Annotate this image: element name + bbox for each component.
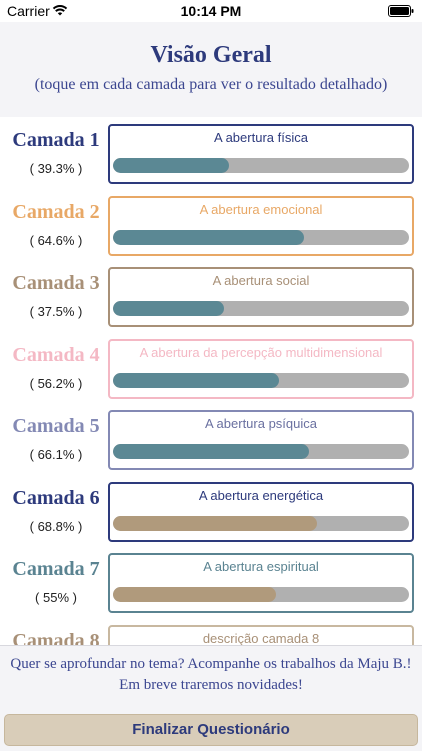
layer-description: A abertura emocional: [199, 201, 323, 217]
battery-icon: [388, 5, 414, 17]
layer-card[interactable]: A abertura social: [108, 267, 414, 327]
layer-description: A abertura da percepção multidimensional: [139, 344, 383, 360]
layer-card[interactable]: A abertura energética: [108, 481, 414, 542]
layer-row[interactable]: Camada 1 ( 39.3% ) A abertura física: [0, 117, 422, 189]
page-subtitle: (toque em cada camada para ver o resulta…: [34, 76, 388, 93]
clock: 10:14 PM: [180, 3, 242, 19]
progress-track: [113, 158, 409, 173]
progress-fill: [113, 229, 305, 245]
overview-header: Visão Geral (toque em cada camada para v…: [0, 22, 422, 117]
layer-name: Camada 1: [12, 129, 100, 151]
carrier-label: Carrier: [7, 3, 50, 19]
wifi-icon: [52, 5, 68, 16]
layer-row[interactable]: Camada 2 ( 64.6% ) A abertura emocional: [0, 189, 422, 261]
progress-fill: [113, 158, 230, 173]
layer-description: A abertura espiritual: [203, 559, 319, 574]
layer-percent: ( 68.8% ): [29, 518, 83, 534]
layer-percent: ( 56.2% ): [29, 375, 83, 391]
layer-description: descrição camada 8: [202, 630, 320, 646]
layer-percent: ( 66.1% ): [29, 447, 83, 462]
footer: Quer se aprofundar no tema? Acompanhe os…: [0, 645, 422, 751]
progress-fill: [113, 444, 309, 459]
footer-message: Quer se aprofundar no tema? Acompanhe os…: [10, 656, 412, 693]
layer-name: Camada 7: [12, 558, 100, 580]
layers-list[interactable]: Camada 1( 39.3% ) A abertura física Camada…: [0, 117, 422, 645]
progress-track: [113, 229, 409, 245]
layer-description: A abertura psíquica: [204, 416, 318, 431]
progress-track: [113, 587, 409, 602]
layer-name: Camada 5: [12, 415, 100, 437]
layer-card[interactable]: A abertura física: [108, 124, 414, 184]
status-bar: Carrier 10:14 PM: [0, 0, 422, 22]
layer-description: A abertura física: [214, 130, 308, 145]
layer-percent: ( 55% ): [35, 590, 77, 605]
layer-row[interactable]: Camada 7 ( 55% ) A abertura espiritual: [0, 546, 422, 618]
layer-percent: ( 39.3% ): [29, 161, 83, 176]
layer-description: A abertura social: [212, 273, 310, 288]
progress-fill: [113, 372, 280, 388]
layer-card[interactable]: descrição camada 8: [108, 624, 414, 646]
layer-card[interactable]: A abertura espiritual: [108, 553, 414, 613]
layer-percent: ( 64.6% ): [29, 232, 83, 248]
progress-track: [113, 301, 409, 316]
progress-fill: [113, 515, 317, 531]
layer-card[interactable]: A abertura emocional: [108, 195, 414, 256]
progress-fill: [113, 587, 276, 602]
layer-row[interactable]: Camada 8 descrição camada 8: [0, 618, 422, 646]
layer-name: Camada 2: [12, 200, 100, 223]
page-title: Visão Geral: [150, 42, 272, 68]
layer-name: Camada 6: [12, 486, 100, 509]
progress-fill: [113, 301, 224, 316]
layer-row[interactable]: Camada 3 ( 37.5% ) A abertura social: [0, 260, 422, 332]
layer-row[interactable]: Camada 5 ( 66.1% ) A abertura psíquica: [0, 403, 422, 475]
layer-card[interactable]: A abertura da percepção multidimensional: [108, 338, 414, 399]
layer-name: Camada 8: [12, 629, 100, 646]
progress-track: [113, 372, 409, 388]
layer-description: A abertura energética: [198, 487, 324, 503]
layer-row[interactable]: Camada 4 ( 56.2% ) A abertura da percepção…: [0, 332, 422, 404]
finish-questionnaire-button[interactable]: Finalizar Questionário: [4, 714, 418, 746]
progress-track: [113, 444, 409, 459]
layer-name: Camada 3: [12, 272, 100, 294]
layer-card[interactable]: A abertura psíquica: [108, 410, 414, 470]
layer-row[interactable]: Camada 6 ( 68.8% ) A abertura energética: [0, 475, 422, 547]
layer-name: Camada 4: [12, 343, 100, 366]
progress-track: [113, 515, 409, 531]
layer-percent: ( 37.5% ): [29, 304, 83, 319]
